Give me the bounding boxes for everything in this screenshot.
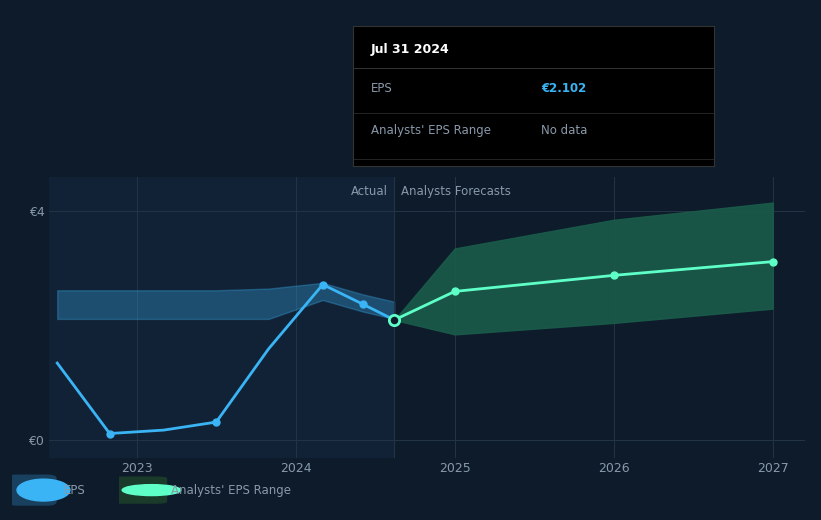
Point	[103, 430, 117, 438]
Circle shape	[17, 479, 70, 501]
Text: Jul 31 2024: Jul 31 2024	[371, 43, 450, 56]
Point	[209, 418, 222, 426]
Text: EPS: EPS	[371, 82, 392, 95]
Point	[766, 257, 779, 266]
Bar	[49, 177, 394, 458]
Point	[316, 280, 329, 289]
Text: €2.102: €2.102	[541, 82, 586, 95]
Text: EPS: EPS	[64, 484, 86, 497]
Point	[356, 300, 369, 308]
Text: Actual: Actual	[351, 186, 388, 199]
Circle shape	[122, 485, 181, 496]
FancyBboxPatch shape	[112, 476, 167, 504]
Text: Analysts' EPS Range: Analysts' EPS Range	[371, 124, 491, 137]
Text: No data: No data	[541, 124, 587, 137]
Text: Analysts Forecasts: Analysts Forecasts	[401, 186, 511, 199]
Point	[388, 316, 401, 324]
Point	[448, 287, 461, 295]
Point	[608, 271, 621, 280]
Text: Analysts' EPS Range: Analysts' EPS Range	[172, 484, 291, 497]
FancyBboxPatch shape	[7, 474, 57, 505]
